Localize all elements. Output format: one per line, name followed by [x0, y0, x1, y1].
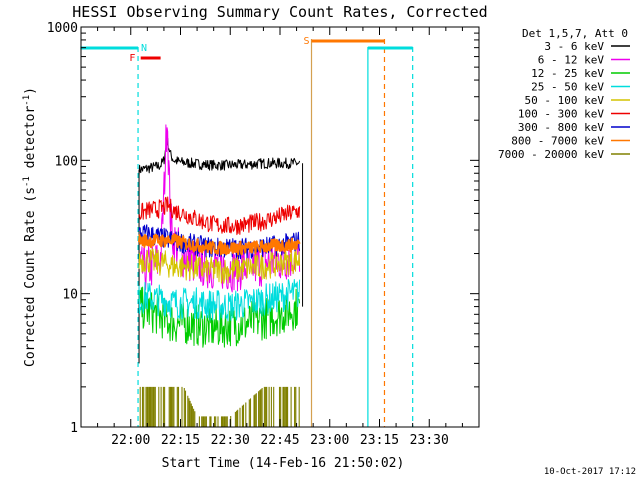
- series-line: [139, 386, 300, 427]
- series-line: [138, 248, 301, 284]
- series-line: [138, 137, 301, 176]
- legend-title: Det 1,5,7, Att 0: [522, 27, 628, 40]
- y-axis-label: Corrected Count Rate (s-1 detector-1): [22, 87, 38, 367]
- series-line: [138, 233, 301, 256]
- legend-label: 300 - 800 keV: [518, 121, 604, 134]
- legend-label: 800 - 7000 keV: [511, 135, 604, 148]
- x-tick-label: 22:15: [161, 433, 200, 448]
- y-tick-label: 100: [55, 154, 78, 169]
- x-tick-label: 23:15: [360, 433, 399, 448]
- series-line: [138, 279, 301, 322]
- footer-date: 10-Oct-2017 17:12: [544, 467, 636, 477]
- series-line: [138, 224, 301, 260]
- x-tick-label: 23:30: [410, 433, 449, 448]
- legend-label: 7000 - 20000 keV: [498, 148, 604, 161]
- series-line: [138, 196, 301, 236]
- annotation-s: S: [304, 36, 310, 47]
- x-tick-label: 23:00: [310, 433, 349, 448]
- x-axis-label: Start Time (14-Feb-16 21:50:02): [162, 456, 405, 471]
- legend-label: 100 - 300 keV: [518, 108, 604, 121]
- y-tick-label: 1000: [47, 21, 78, 36]
- chart-title: HESSI Observing Summary Count Rates, Cor…: [72, 3, 487, 21]
- plot-frame: [80, 26, 480, 428]
- legend-label: 12 - 25 keV: [531, 67, 604, 80]
- legend-label: 50 - 100 keV: [525, 94, 605, 107]
- legend-label: 3 - 6 keV: [544, 40, 604, 53]
- y-tick-label: 10: [62, 288, 78, 303]
- annotation-n: N: [141, 43, 147, 54]
- annotation-f: F: [129, 53, 135, 64]
- legend-label: 6 - 12 keV: [538, 54, 605, 67]
- x-tick-label: 22:45: [260, 433, 299, 448]
- x-tick-label: 22:00: [111, 433, 150, 448]
- y-tick-label: 1: [70, 421, 78, 436]
- x-tick-label: 22:30: [211, 433, 250, 448]
- legend-label: 25 - 50 keV: [531, 81, 604, 94]
